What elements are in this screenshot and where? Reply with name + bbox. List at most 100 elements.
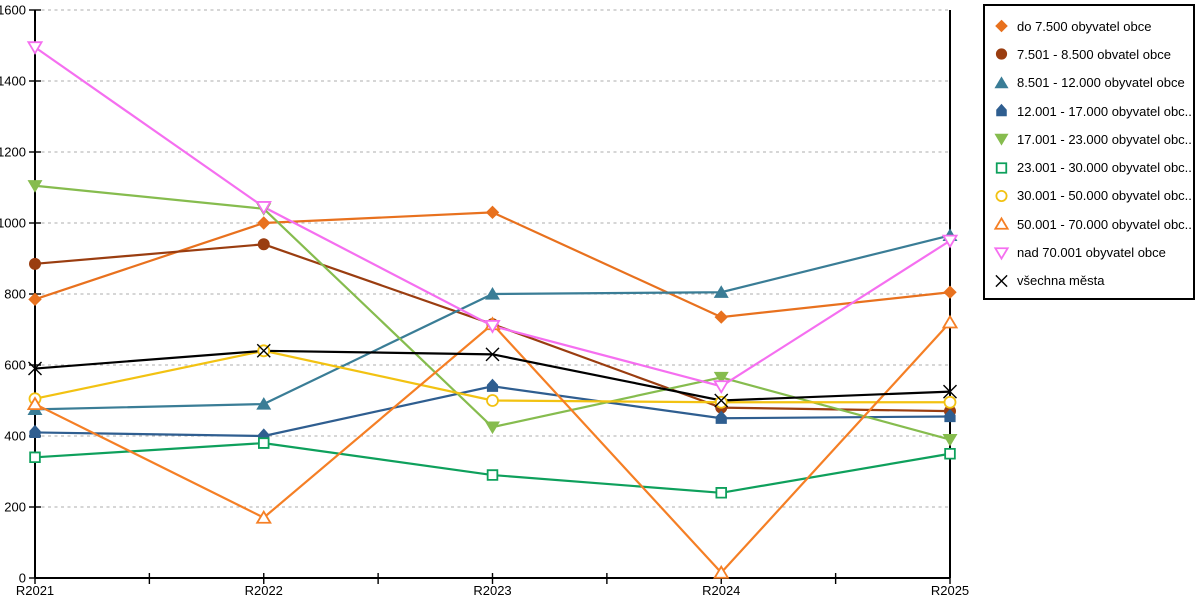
legend-item: všechna města — [993, 267, 1193, 295]
y-tick-label: 0 — [19, 571, 26, 586]
square-marker-icon — [995, 161, 1008, 174]
legend-item-label: 17.001 - 23.000 obyvatel obc... — [1017, 131, 1193, 147]
circle-marker-icon — [486, 394, 499, 407]
pentagon-marker-icon — [996, 103, 1007, 117]
x-marker-icon — [714, 393, 729, 408]
circle-marker-icon — [714, 395, 728, 409]
square-marker-icon — [29, 451, 41, 464]
triangle-down-marker-icon — [484, 319, 501, 334]
y-tick-label: 600 — [4, 358, 26, 373]
series-line-5 — [34, 441, 951, 494]
triangle-down-marker-icon — [26, 41, 44, 56]
triangle-down-marker-icon — [27, 180, 43, 193]
legend-item-label: 30.001 - 50.000 obyvatel obc... — [1017, 188, 1193, 204]
legend-item: do 7.500 obyvatel obce — [993, 12, 1193, 40]
x-marker-icon — [995, 274, 1008, 287]
x-marker-icon — [485, 347, 500, 362]
legend-item: 7.501 - 8.500 obvatel obce — [993, 40, 1193, 68]
diamond-marker-icon — [995, 19, 1008, 33]
diamond-marker-icon — [485, 205, 500, 220]
x-tick-label: R2024 — [702, 583, 740, 598]
triangle-marker-icon — [26, 396, 44, 411]
x-marker-icon — [256, 343, 271, 358]
triangle-down-marker-icon — [994, 134, 1009, 146]
legend-item: 12.001 - 17.000 obyvatel obc... — [993, 97, 1193, 125]
y-tick-label: 200 — [4, 500, 26, 515]
triangle-down-marker-icon — [941, 234, 959, 249]
y-tick-label: 400 — [4, 429, 26, 444]
circle-marker-icon — [995, 48, 1008, 61]
triangle-marker-icon — [255, 509, 272, 524]
square-marker-icon — [486, 469, 499, 481]
series-line-7 — [34, 321, 951, 575]
triangle-down-marker-icon — [255, 201, 272, 215]
x-tick-label: R2025 — [931, 583, 969, 598]
circle-marker-icon — [257, 238, 270, 251]
series-line-0 — [34, 211, 951, 319]
legend-item-label: 8.501 - 12.000 obyvatel obce — [1017, 75, 1185, 91]
legend-item-label: všechna města — [1017, 273, 1105, 289]
triangle-down-marker-icon — [994, 134, 1009, 146]
triangle-marker-icon — [994, 76, 1009, 88]
triangle-marker-icon — [993, 216, 1010, 230]
series-line-9 — [34, 349, 951, 402]
y-tick-label: 1200 — [0, 145, 26, 160]
legend-item: 23.001 - 30.000 obyvatel obc... — [993, 153, 1193, 181]
legend-item-label: 50.001 - 70.000 obyvatel obc... — [1017, 216, 1193, 232]
legend-item: 50.001 - 70.000 obyvatel obc... — [993, 210, 1193, 238]
triangle-marker-icon — [485, 287, 500, 300]
triangle-marker-icon — [994, 76, 1009, 88]
square-marker-icon — [715, 487, 727, 499]
x-tick-label: R2021 — [16, 583, 54, 598]
pentagon-marker-icon — [29, 424, 41, 439]
legend-item-label: nad 70.001 obyvatel obce — [1017, 245, 1166, 261]
triangle-marker-icon — [941, 314, 959, 329]
x-tick-label: R2022 — [245, 583, 283, 598]
diamond-marker-icon — [257, 216, 271, 230]
pentagon-marker-icon — [486, 378, 499, 392]
pentagon-marker-icon — [715, 410, 727, 424]
pentagon-marker-icon — [944, 408, 956, 423]
circle-marker-icon — [943, 395, 957, 409]
circle-marker-icon — [995, 189, 1008, 202]
triangle-marker-icon — [713, 564, 730, 579]
triangle-marker-icon — [256, 397, 272, 410]
legend-item: 8.501 - 12.000 obyvatel obce — [993, 69, 1193, 97]
x-marker-icon — [995, 274, 1008, 287]
legend: do 7.500 obyvatel obce 7.501 - 8.500 obva… — [983, 4, 1195, 300]
triangle-down-marker-icon — [485, 421, 500, 435]
square-marker-icon — [944, 448, 956, 460]
legend-item-label: 12.001 - 17.000 obyvatel obc... — [1017, 103, 1193, 119]
diamond-marker-icon — [943, 285, 957, 299]
legend-item-label: 23.001 - 30.000 obyvatel obc... — [1017, 160, 1193, 176]
y-tick-label: 1000 — [0, 216, 26, 231]
diamond-marker-icon — [714, 310, 728, 324]
y-tick-label: 800 — [4, 287, 26, 302]
y-tick-label: 1400 — [0, 74, 26, 89]
triangle-down-marker-icon — [713, 371, 729, 385]
triangle-down-marker-icon — [942, 433, 958, 447]
triangle-down-marker-icon — [713, 380, 730, 395]
legend-item: 30.001 - 50.000 obyvatel obc... — [993, 182, 1193, 210]
circle-marker-icon — [995, 48, 1008, 61]
triangle-down-marker-icon — [993, 246, 1010, 260]
x-marker-icon — [28, 361, 42, 376]
legend-item: 17.001 - 23.000 obyvatel obc... — [993, 125, 1193, 153]
pentagon-marker-icon — [996, 103, 1007, 117]
triangle-marker-icon — [993, 216, 1010, 230]
x-marker-icon — [943, 384, 957, 399]
legend-item-label: do 7.500 obyvatel obce — [1017, 18, 1152, 34]
diamond-marker-icon — [28, 292, 42, 307]
x-tick-label: R2023 — [473, 583, 511, 598]
legend-item-label: 7.501 - 8.500 obvatel obce — [1017, 46, 1171, 62]
y-tick-label: 1600 — [0, 3, 26, 18]
triangle-down-marker-icon — [993, 246, 1010, 260]
legend-item: nad 70.001 obyvatel obce — [993, 238, 1193, 266]
circle-marker-icon — [995, 189, 1008, 202]
circle-marker-icon — [29, 257, 41, 270]
square-marker-icon — [995, 161, 1008, 174]
triangle-marker-icon — [713, 285, 729, 298]
square-marker-icon — [258, 437, 270, 449]
